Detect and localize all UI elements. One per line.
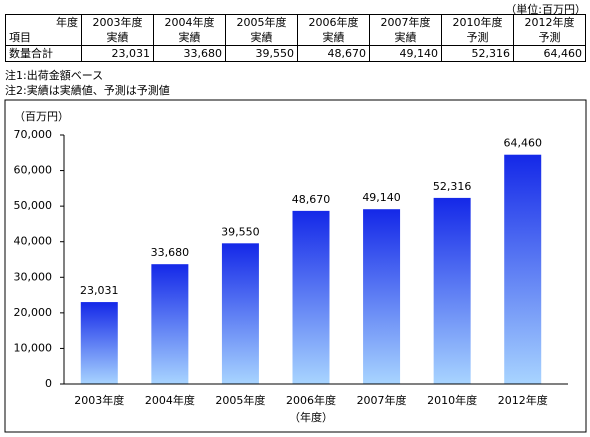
column-header: 2010年度 予測 bbox=[441, 14, 514, 46]
value-label: 33,680 bbox=[151, 246, 190, 259]
table-value: 64,460 bbox=[513, 45, 586, 62]
bar bbox=[363, 209, 401, 384]
corner-bottom: 項目 bbox=[9, 31, 31, 44]
value-label: 49,140 bbox=[362, 191, 401, 204]
header-text: 実績 bbox=[394, 31, 417, 44]
header-text: 2004年度 bbox=[164, 16, 215, 29]
column-header: 2012年度 予測 bbox=[513, 14, 586, 46]
header-text: 2010年度 bbox=[452, 16, 503, 29]
corner-top: 年度 bbox=[56, 16, 78, 29]
x-tick-label: 2004年度 bbox=[145, 393, 195, 407]
y-tick-label: 50,000 bbox=[14, 199, 53, 212]
y-tick-label: 70,000 bbox=[14, 128, 53, 141]
x-axis-label: （年度） bbox=[289, 410, 333, 424]
x-tick-label: 2005年度 bbox=[215, 393, 265, 407]
header-text: 予測 bbox=[538, 31, 561, 44]
header-text: 2012年度 bbox=[524, 16, 575, 29]
value-label: 64,460 bbox=[503, 137, 542, 150]
bar bbox=[504, 154, 542, 384]
x-tick-label: 2003年度 bbox=[74, 393, 124, 407]
data-row: 数量合計 23,031 33,680 39,550 48,670 49,140 52,31… bbox=[5, 45, 586, 62]
x-tick-label: 2006年度 bbox=[286, 393, 336, 407]
table-body: 年度 項目 2003年度 実績 2004年度 実績 2005年度 実績 2006年度 実績 200… bbox=[5, 14, 586, 62]
data-table: 年度 項目 2003年度 実績 2004年度 実績 2005年度 実績 2006年度 実績 200… bbox=[5, 14, 586, 62]
header-text: 実績 bbox=[250, 31, 273, 44]
table-value: 39,550 bbox=[225, 45, 298, 62]
y-tick-label: 0 bbox=[45, 377, 52, 390]
y-unit-label: （百万円） bbox=[14, 110, 69, 123]
value-label: 52,316 bbox=[433, 180, 472, 193]
header-text: 2006年度 bbox=[308, 16, 359, 29]
table-value: 48,670 bbox=[297, 45, 370, 62]
x-tick-label: 2010年度 bbox=[427, 393, 477, 407]
value-label: 23,031 bbox=[80, 284, 119, 297]
value-label: 48,670 bbox=[292, 193, 331, 206]
y-tick-label: 40,000 bbox=[14, 235, 53, 248]
header-text: 2005年度 bbox=[236, 16, 287, 29]
value-label: 39,550 bbox=[221, 225, 260, 238]
table-value: 49,140 bbox=[369, 45, 442, 62]
bar bbox=[221, 243, 259, 384]
note: 注1:出荷金額ベース bbox=[5, 69, 104, 82]
header-text: 2003年度 bbox=[92, 16, 143, 29]
unit-note: （単位:百万円） bbox=[505, 3, 586, 16]
table-value: 52,316 bbox=[441, 45, 514, 62]
table-value: 33,680 bbox=[153, 45, 226, 62]
row-label: 数量合計 bbox=[5, 45, 82, 62]
header-text: 2007年度 bbox=[380, 16, 431, 29]
header-text: 実績 bbox=[178, 31, 201, 44]
x-tick-label: 2007年度 bbox=[357, 393, 407, 407]
bar bbox=[292, 210, 330, 384]
bar bbox=[151, 264, 189, 384]
x-tick-label: 2012年度 bbox=[498, 393, 548, 407]
column-header: 2005年度 実績 bbox=[225, 14, 298, 46]
bar bbox=[433, 197, 471, 384]
y-tick-label: 60,000 bbox=[14, 164, 53, 177]
header-text: 実績 bbox=[322, 31, 345, 44]
column-header: 2006年度 実績 bbox=[297, 14, 370, 46]
y-tick-label: 20,000 bbox=[14, 306, 53, 319]
y-tick-label: 30,000 bbox=[14, 270, 53, 283]
y-tick-label: 10,000 bbox=[14, 341, 53, 354]
header-text: 実績 bbox=[106, 31, 129, 44]
note: 注2:実績は実績値、予測は予測値 bbox=[5, 84, 170, 97]
header-text: 予測 bbox=[466, 31, 489, 44]
header-row: 年度 項目 2003年度 実績 2004年度 実績 2005年度 実績 2006年度 実績 200… bbox=[5, 14, 586, 46]
corner-cell: 年度項目 bbox=[5, 14, 82, 46]
bar bbox=[80, 302, 118, 384]
